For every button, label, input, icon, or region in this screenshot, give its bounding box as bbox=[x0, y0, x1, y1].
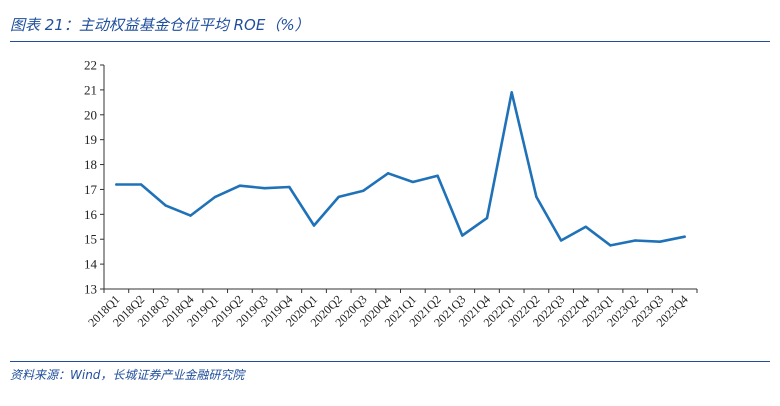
data-point bbox=[461, 234, 464, 237]
data-point bbox=[362, 189, 365, 192]
data-point bbox=[189, 214, 192, 217]
y-tick-label: 17 bbox=[84, 182, 98, 197]
data-point bbox=[634, 239, 637, 242]
data-point bbox=[164, 204, 167, 207]
data-point bbox=[683, 235, 686, 238]
data-point bbox=[139, 183, 143, 186]
data-point bbox=[559, 239, 563, 242]
data-point bbox=[386, 172, 390, 175]
data-point bbox=[485, 216, 489, 220]
source-note: 资料来源：Wind，长城证券产业金融研究院 bbox=[10, 368, 245, 382]
y-tick-label: 18 bbox=[84, 157, 97, 172]
data-point bbox=[213, 195, 217, 199]
data-point bbox=[658, 240, 662, 243]
y-tick-label: 21 bbox=[84, 82, 97, 97]
data-point bbox=[609, 244, 612, 247]
data-point bbox=[535, 195, 538, 199]
y-tick-label: 16 bbox=[84, 207, 98, 222]
y-tick-label: 15 bbox=[84, 232, 97, 247]
x-axis-ticks: 2018Q12018Q22018Q32018Q42019Q12019Q22019… bbox=[85, 289, 698, 329]
data-point bbox=[238, 184, 242, 187]
data-point bbox=[411, 180, 415, 184]
y-tick-label: 13 bbox=[84, 282, 97, 297]
y-tick-label: 20 bbox=[84, 107, 97, 122]
data-point bbox=[115, 183, 118, 186]
header-divider bbox=[10, 41, 770, 42]
chart-series bbox=[115, 91, 686, 247]
data-point bbox=[312, 224, 316, 227]
data-point bbox=[337, 195, 340, 199]
y-tick-label: 19 bbox=[84, 132, 97, 147]
data-point bbox=[263, 187, 266, 190]
y-tick-label: 14 bbox=[84, 257, 98, 272]
chart-title: 图表 21：主动权益基金仓位平均 ROE（%） bbox=[10, 16, 310, 34]
series-line bbox=[115, 91, 686, 247]
data-point bbox=[288, 185, 291, 189]
footer-divider bbox=[10, 361, 770, 362]
data-point bbox=[510, 91, 513, 94]
data-point bbox=[436, 174, 439, 177]
data-point bbox=[584, 225, 588, 228]
y-tick-label: 22 bbox=[84, 58, 97, 73]
y-axis-ticks: 13 14 15 16 17 18 19 20 21 22 bbox=[84, 58, 104, 297]
